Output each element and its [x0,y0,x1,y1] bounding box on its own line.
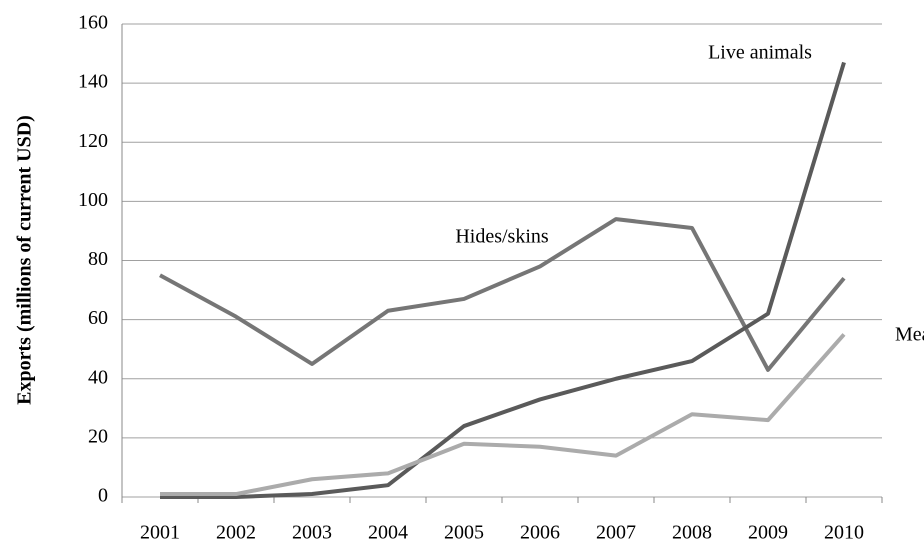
line-series [159,217,846,372]
y-tick-label: 0 [98,485,108,507]
x-tick-label: 2003 [292,522,332,544]
y-tick-label: 40 [88,366,108,388]
y-tick-label: 120 [78,130,108,152]
series-label: Live animals [708,42,812,64]
x-tick-label: 2004 [368,522,408,544]
x-tick-label: 2002 [216,522,256,544]
y-tick-label: 140 [78,71,108,93]
series-label: Meat [895,324,924,346]
y-tick-label: 60 [88,307,108,329]
x-tick-label: 2009 [748,522,788,544]
x-tick-label: 2010 [824,522,864,544]
y-tick-label: 100 [78,189,108,211]
y-tick-label: 160 [78,12,108,34]
y-tick-label: 80 [88,248,108,270]
x-tick-label: 2006 [520,522,560,544]
x-tick-label: 2008 [672,522,712,544]
y-tick-label: 20 [88,425,108,447]
line-series [160,333,846,497]
x-tick-label: 2007 [596,522,636,544]
series-label: Hides/skins [455,226,549,248]
x-tick-label: 2005 [444,522,484,544]
x-tick-label: 2001 [140,522,180,544]
y-axis-label: Exports (millions of current USD) [14,115,36,405]
line-series [160,61,846,499]
